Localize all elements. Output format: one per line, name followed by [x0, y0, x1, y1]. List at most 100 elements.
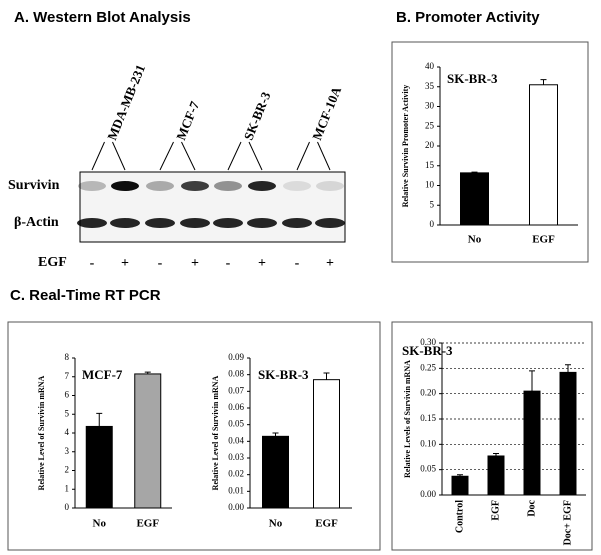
bar: [460, 172, 489, 226]
y-tick-label: 0.30: [420, 337, 436, 347]
y-tick-label: 0.20: [420, 388, 436, 398]
chart-title: SK-BR-3: [258, 367, 309, 382]
y-tick-label: 40: [425, 61, 435, 71]
blot-band: [283, 181, 311, 191]
error-bar: [96, 412, 103, 427]
blot-band: [180, 218, 210, 228]
y-tick-label: 10: [425, 180, 435, 190]
y-tick-label: 0.15: [420, 413, 436, 423]
x-tick-label: EGF: [136, 518, 159, 530]
bar: [85, 425, 113, 509]
y-axis-label: Relative Level of Survivin mRNA: [211, 375, 220, 490]
y-tick-label: 0.04: [228, 435, 244, 445]
y-tick-label: 0.07: [228, 385, 244, 395]
blot-row-label: β-Actin: [14, 215, 59, 230]
x-tick-label: No: [269, 518, 283, 530]
bar: [134, 373, 162, 509]
y-tick-label: 0.02: [228, 469, 244, 479]
y-tick-label: 5: [430, 199, 435, 209]
treatment-sign: -: [295, 256, 300, 271]
bar: [523, 390, 541, 496]
blot-band: [145, 218, 175, 228]
y-tick-label: 0.06: [228, 402, 244, 412]
y-tick-label: 4: [65, 427, 70, 437]
treatment-sign: -: [226, 256, 231, 271]
panel-title: B. Promoter Activity: [396, 9, 540, 26]
panel-frame: [7, 321, 381, 551]
y-tick-label: 3: [65, 446, 70, 456]
lane-bracket: [227, 141, 263, 171]
treatment-sign: -: [158, 256, 163, 271]
y-tick-label: 0.25: [420, 362, 436, 372]
treatment-sign: -: [90, 256, 95, 271]
blot-band: [316, 181, 344, 191]
panel-title: C. Real-Time RT PCR: [10, 287, 161, 304]
y-tick-label: 0.00: [420, 489, 436, 499]
y-tick-label: 30: [425, 101, 435, 111]
treatment-sign: +: [191, 256, 199, 271]
y-tick-label: 0.03: [228, 452, 244, 462]
y-tick-label: 0.10: [420, 438, 436, 448]
blot-band: [282, 218, 312, 228]
panel-frame: [391, 321, 593, 551]
error-bar: [540, 79, 547, 85]
blot-band: [77, 218, 107, 228]
x-tick-label: Doc: [526, 499, 537, 516]
error-bar: [457, 474, 463, 477]
y-tick-label: 8: [65, 352, 70, 362]
y-tick-label: 15: [425, 160, 435, 170]
blot-band: [315, 218, 345, 228]
y-tick-label: 20: [425, 140, 435, 150]
bar: [487, 455, 505, 496]
y-axis-label: Relative Survivin Promoter Activity: [401, 85, 410, 208]
treatment-sign: +: [326, 256, 334, 271]
x-tick-label: No: [93, 518, 107, 530]
blot-band: [111, 181, 139, 191]
x-tick-label: EGF: [490, 500, 501, 521]
blot-band: [146, 181, 174, 191]
blot-band: [181, 181, 209, 191]
y-tick-label: 0: [430, 219, 435, 229]
y-tick-label: 0.01: [228, 485, 244, 495]
blot-band: [213, 218, 243, 228]
x-tick-label: Control: [454, 500, 465, 533]
blot-band: [110, 218, 140, 228]
cell-line-label: MDA-MB-231: [104, 62, 148, 142]
error-bar: [272, 432, 279, 437]
y-tick-label: 1: [65, 483, 70, 493]
error-bar: [565, 364, 571, 373]
bar: [262, 435, 289, 509]
lane-bracket: [91, 141, 126, 171]
blot-band: [247, 218, 277, 228]
y-tick-label: 0.05: [228, 419, 244, 429]
lane-bracket: [159, 141, 196, 171]
cell-line-label: MCF-10A: [309, 84, 344, 142]
chart-title: SK-BR-3: [447, 71, 498, 86]
error-bar: [144, 371, 151, 374]
bar: [559, 371, 577, 496]
y-tick-label: 0.05: [420, 464, 436, 474]
panel-frame: [391, 41, 589, 263]
treatment-label: EGF: [38, 255, 67, 270]
chart-title: MCF-7: [82, 367, 123, 382]
bar: [313, 379, 340, 509]
y-tick-label: 25: [425, 120, 435, 130]
error-bar: [493, 452, 499, 456]
bar: [451, 475, 469, 496]
y-tick-label: 0: [65, 502, 70, 512]
y-tick-label: 0.08: [228, 369, 244, 379]
error-bar: [529, 370, 535, 392]
y-tick-label: 7: [65, 371, 70, 381]
error-bar: [323, 372, 330, 380]
y-tick-label: 0.00: [228, 502, 244, 512]
x-tick-label: EGF: [532, 234, 555, 246]
blot-band: [78, 181, 106, 191]
y-axis-label: Relative Levels of Survivin mRNA: [403, 360, 412, 478]
cell-line-label: SK-BR-3: [241, 89, 274, 142]
treatment-sign: +: [258, 256, 266, 271]
x-tick-label: EGF: [315, 518, 338, 530]
blot-band: [214, 181, 242, 191]
y-tick-label: 35: [425, 81, 435, 91]
y-tick-label: 5: [65, 408, 70, 418]
